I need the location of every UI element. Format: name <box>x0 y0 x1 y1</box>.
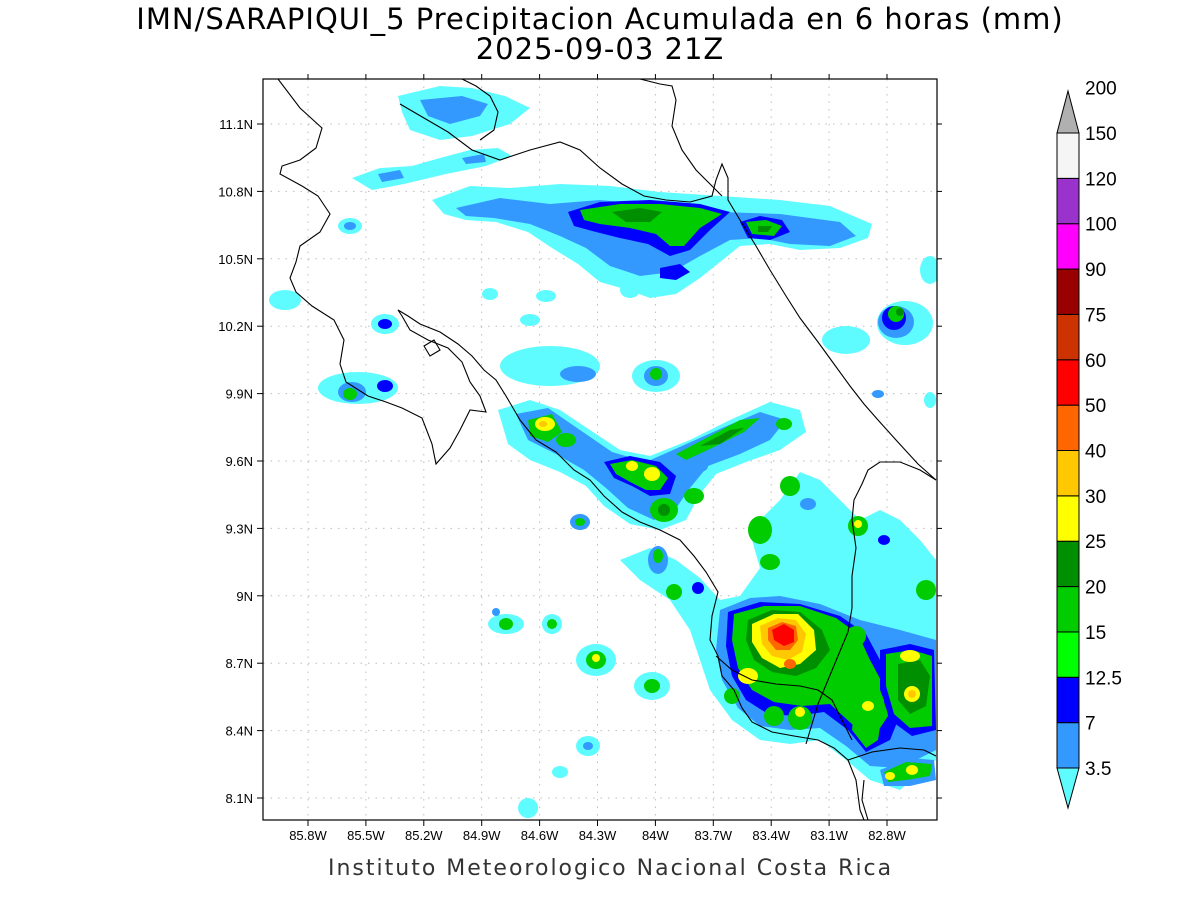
colorbar-swatch <box>1056 223 1080 270</box>
lat-label: 9.9N <box>226 387 253 402</box>
colorbar-label: 3.5 <box>1085 759 1111 780</box>
axis-ticks <box>257 74 942 826</box>
lon-label: 83.7W <box>695 828 733 843</box>
precip-scattered-cells <box>269 218 937 408</box>
colorbar-swatch <box>1056 631 1080 678</box>
lon-label: 82.8W <box>868 828 906 843</box>
colorbar-swatch <box>1056 313 1080 361</box>
precip-area-north-coast <box>352 86 530 190</box>
colorbar-label: 20 <box>1085 578 1106 599</box>
map-frame <box>262 78 938 821</box>
lon-label: 84.9W <box>463 828 501 843</box>
lon-label: 84.3W <box>579 828 617 843</box>
colorbar-min-triangle <box>1056 767 1080 810</box>
lon-label: 84W <box>642 828 669 843</box>
map-title: IMN/SARAPIQUI_5 Precipitacion Acumulada … <box>136 2 1064 36</box>
lon-label: 83.1W <box>810 828 848 843</box>
longitude-labels: 85.8W 85.5W 85.2W 84.9W 84.6W 84.3W 84W 83.7W 83… <box>289 828 906 843</box>
lat-label: 11.1N <box>219 117 253 132</box>
lon-label: 85.8W <box>289 828 327 843</box>
colorbar-label: 30 <box>1085 487 1106 508</box>
map-datetime: 2025-09-03 21Z <box>475 32 725 66</box>
lon-label: 85.2W <box>405 828 443 843</box>
lon-label: 83.4W <box>752 828 790 843</box>
colorbar-swatch <box>1056 586 1080 633</box>
coastlines-borders <box>277 79 937 820</box>
precip-area-san-carlos <box>432 184 872 298</box>
colorbar-label: 15 <box>1085 623 1106 644</box>
colorbar-label: 60 <box>1085 351 1106 372</box>
colorbar-label: 50 <box>1085 396 1106 417</box>
colorbar-label: 120 <box>1085 169 1117 190</box>
lat-label: 9.6N <box>226 454 253 469</box>
colorbar-swatch <box>1056 132 1080 179</box>
lon-label: 84.6W <box>521 828 559 843</box>
lat-label: 8.1N <box>226 791 253 806</box>
precipitation-field <box>269 86 937 818</box>
colorbar-swatch <box>1056 268 1080 315</box>
precip-area-south <box>620 472 936 790</box>
latitude-labels: 11.1N 10.8N 10.5N 10.2N 9.9N 9.6N 9.3N 9N 8.7N 8.… <box>218 117 253 806</box>
precip-area-osa-offshore <box>488 608 670 818</box>
lon-label: 85.5W <box>347 828 385 843</box>
lat-label: 8.4N <box>226 724 253 739</box>
colorbar-swatch <box>1056 540 1080 588</box>
lat-label: 9.3N <box>226 521 253 536</box>
colorbar-label: 40 <box>1085 442 1106 463</box>
colorbar-max-triangle <box>1056 89 1080 134</box>
precip-area-central <box>498 400 806 530</box>
colorbar-swatch <box>1056 359 1080 406</box>
colorbar-label: 25 <box>1085 532 1106 553</box>
map-footer-credit: Instituto Meteorologico Nacional Costa R… <box>328 856 894 881</box>
lat-label: 10.8N <box>218 184 253 199</box>
colorbar-swatch <box>1056 495 1080 542</box>
colorbar-label: 75 <box>1085 305 1106 326</box>
colorbar-swatch <box>1056 177 1080 225</box>
colorbar-label: 7 <box>1085 714 1096 735</box>
lat-label: 9N <box>236 589 253 604</box>
colorbar-label: 100 <box>1085 215 1117 236</box>
lat-label: 10.2N <box>218 319 253 334</box>
colorbar-swatch <box>1056 722 1080 769</box>
lat-label: 8.7N <box>226 656 253 671</box>
colorbar-label: 150 <box>1085 124 1117 145</box>
precipitation-colorbar: 3.5 7 12.5 15 20 25 30 40 50 60 75 90 100 120 150 200 <box>1056 79 1122 810</box>
colorbar-swatch <box>1056 676 1080 724</box>
colorbar-label: 200 <box>1085 79 1117 100</box>
colorbar-label: 12.5 <box>1085 668 1122 689</box>
lat-label: 10.5N <box>218 252 253 267</box>
colorbar-swatch <box>1056 404 1080 451</box>
colorbar-swatch <box>1056 450 1080 497</box>
colorbar-label: 90 <box>1085 260 1106 281</box>
